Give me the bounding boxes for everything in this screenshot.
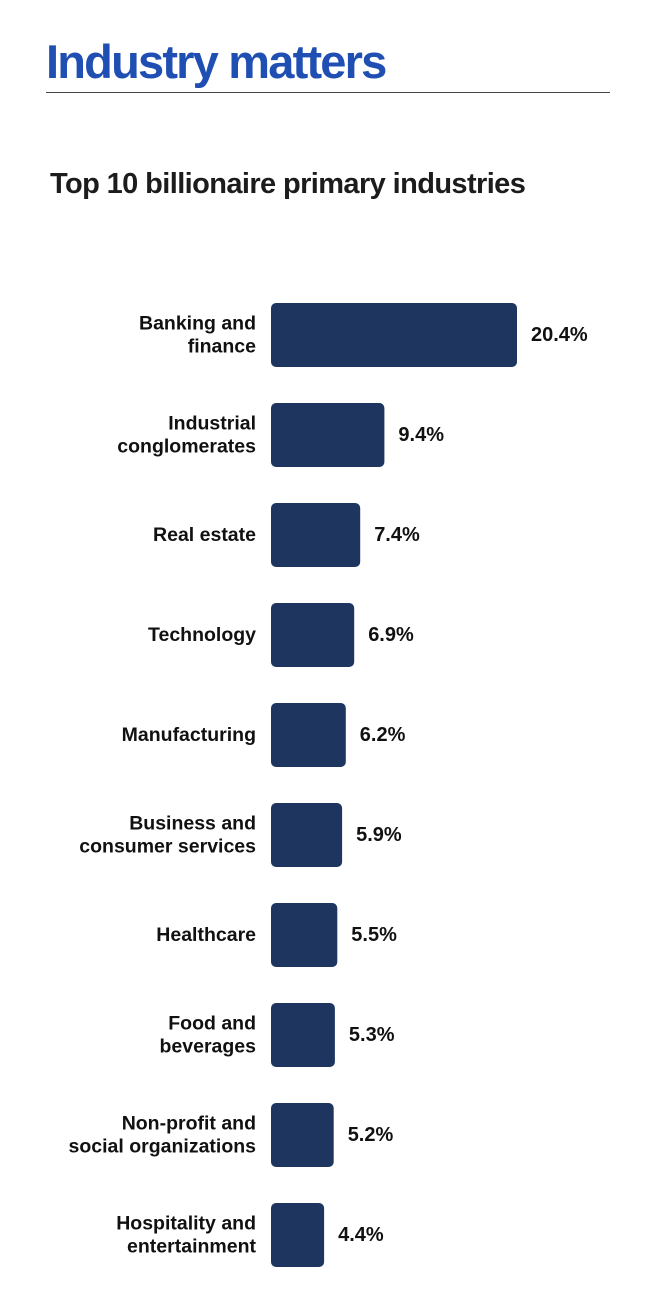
- category-label: social organizations: [69, 1136, 257, 1158]
- value-label: 5.3%: [349, 1024, 395, 1046]
- category-label: Real estate: [153, 524, 256, 546]
- bar: [271, 603, 355, 667]
- category-label: Business and: [129, 813, 256, 835]
- category-label: finance: [188, 336, 256, 358]
- bar: [271, 303, 517, 367]
- bar: [271, 503, 361, 567]
- bar: [271, 1203, 325, 1267]
- category-label: entertainment: [127, 1236, 256, 1258]
- bar: [271, 803, 343, 867]
- value-label: 4.4%: [338, 1224, 384, 1246]
- chart-title: Top 10 billionaire primary industries: [50, 168, 526, 200]
- category-label: Healthcare: [156, 924, 256, 946]
- category-label: Food and: [168, 1013, 256, 1035]
- category-label: Manufacturing: [122, 724, 256, 746]
- category-label: conglomerates: [117, 436, 256, 458]
- value-label: 9.4%: [398, 424, 444, 446]
- bar: [271, 403, 385, 467]
- bar: [271, 703, 346, 767]
- value-label: 7.4%: [374, 524, 420, 546]
- value-label: 5.2%: [348, 1124, 394, 1146]
- category-label: beverages: [160, 1036, 257, 1058]
- bar: [271, 1103, 334, 1167]
- page-title: Industry matters: [46, 35, 387, 88]
- category-label: Banking and: [139, 313, 256, 335]
- bar: [271, 903, 338, 967]
- bar: [271, 1003, 335, 1067]
- value-label: 5.9%: [356, 824, 402, 846]
- title-divider: [46, 92, 610, 93]
- category-label: consumer services: [79, 836, 256, 858]
- category-label: Hospitality and: [116, 1213, 256, 1235]
- value-label: 20.4%: [531, 324, 588, 346]
- value-label: 6.9%: [368, 624, 414, 646]
- category-label: Industrial: [168, 413, 256, 435]
- value-label: 5.5%: [351, 924, 397, 946]
- value-label: 6.2%: [360, 724, 406, 746]
- category-label: Technology: [148, 624, 256, 646]
- category-label: Non-profit and: [122, 1113, 256, 1135]
